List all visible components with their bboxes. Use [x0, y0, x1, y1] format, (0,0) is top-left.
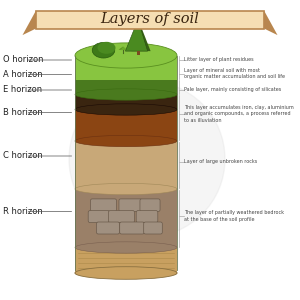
Ellipse shape: [75, 183, 177, 195]
Ellipse shape: [75, 135, 177, 147]
FancyBboxPatch shape: [140, 199, 160, 211]
Polygon shape: [125, 20, 148, 51]
Text: Layers of soil: Layers of soil: [100, 13, 200, 26]
Text: O horizon: O horizon: [3, 56, 43, 64]
Text: C horizon: C horizon: [3, 152, 43, 160]
Text: A horizon: A horizon: [3, 70, 43, 79]
Polygon shape: [75, 110, 177, 141]
Polygon shape: [75, 80, 177, 94]
Ellipse shape: [75, 242, 177, 253]
Ellipse shape: [75, 267, 177, 279]
FancyBboxPatch shape: [91, 199, 116, 211]
Text: Layer of mineral soil with most
organic matter accumulation and soil life: Layer of mineral soil with most organic …: [184, 68, 286, 79]
Polygon shape: [131, 22, 151, 51]
FancyBboxPatch shape: [88, 211, 110, 223]
Text: Layer of large unbroken rocks: Layer of large unbroken rocks: [184, 160, 258, 164]
Ellipse shape: [92, 42, 115, 58]
Text: R horizon: R horizon: [3, 207, 43, 216]
FancyBboxPatch shape: [119, 199, 142, 211]
Text: B horizon: B horizon: [3, 108, 43, 117]
Polygon shape: [264, 11, 278, 35]
Ellipse shape: [98, 42, 116, 54]
Polygon shape: [75, 248, 177, 273]
Ellipse shape: [75, 268, 177, 278]
Polygon shape: [75, 94, 177, 110]
Ellipse shape: [75, 104, 177, 115]
Circle shape: [69, 81, 225, 237]
Bar: [136, 50, 140, 55]
Text: The layer of partially weathered bedrock
at the base of the soil profile: The layer of partially weathered bedrock…: [184, 210, 284, 222]
FancyBboxPatch shape: [136, 211, 158, 223]
Text: This layer accumulates iron, clay, aluminium
and organic compounds, a process re: This layer accumulates iron, clay, alumi…: [184, 105, 294, 123]
Polygon shape: [75, 189, 177, 248]
Polygon shape: [75, 56, 177, 80]
Text: Litter layer of plant residues: Litter layer of plant residues: [184, 58, 254, 62]
Polygon shape: [22, 11, 36, 35]
Text: E horizon: E horizon: [3, 85, 42, 94]
Ellipse shape: [75, 89, 177, 100]
FancyBboxPatch shape: [97, 222, 120, 234]
FancyBboxPatch shape: [36, 11, 264, 28]
Polygon shape: [75, 141, 177, 189]
FancyBboxPatch shape: [120, 222, 144, 234]
Polygon shape: [118, 46, 125, 50]
Polygon shape: [121, 46, 128, 50]
FancyBboxPatch shape: [144, 222, 162, 234]
Ellipse shape: [75, 43, 177, 68]
FancyBboxPatch shape: [109, 211, 135, 223]
Text: Pale layer, mainly consisting of silicates: Pale layer, mainly consisting of silicat…: [184, 88, 282, 92]
